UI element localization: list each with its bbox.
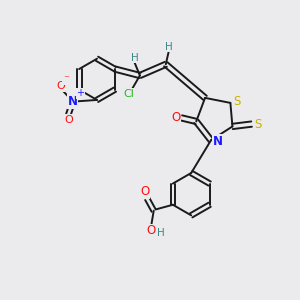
Text: O: O <box>64 115 73 125</box>
Text: H: H <box>131 53 139 63</box>
Text: O: O <box>147 224 156 237</box>
Text: Cl: Cl <box>123 89 134 99</box>
Text: O: O <box>56 81 65 91</box>
Text: N: N <box>68 95 78 108</box>
Text: N: N <box>212 135 222 148</box>
Text: O: O <box>172 111 181 124</box>
Text: H: H <box>165 42 172 52</box>
Text: S: S <box>254 118 261 130</box>
Text: O: O <box>140 185 149 198</box>
Text: H: H <box>157 228 165 238</box>
Text: +: + <box>76 88 84 98</box>
Text: ⁻: ⁻ <box>63 75 69 85</box>
Text: S: S <box>233 95 241 108</box>
